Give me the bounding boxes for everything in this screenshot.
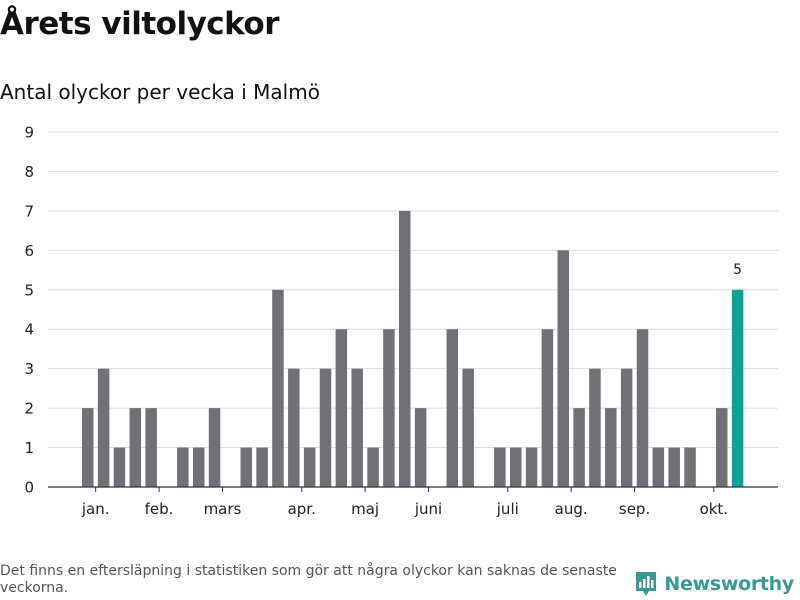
y-tick-label: 0 [24, 479, 34, 497]
bar [272, 289, 284, 487]
bar [573, 408, 585, 487]
x-tick-label: mars [204, 500, 242, 518]
bar [129, 408, 142, 487]
footnote: Det finns en eftersläpning i statistiken… [0, 563, 617, 596]
bar [509, 447, 522, 487]
bar [525, 447, 538, 487]
x-tick-label: okt. [700, 500, 729, 518]
bar [367, 447, 379, 487]
bar [192, 447, 205, 487]
bar [494, 447, 506, 487]
bar [145, 408, 157, 487]
bar [636, 329, 649, 487]
bar [684, 447, 696, 487]
x-tick-label: jan. [81, 500, 110, 518]
gridlines [48, 131, 778, 449]
bar [605, 408, 617, 487]
x-tick-label: feb. [145, 500, 174, 518]
x-tick-label: sep. [619, 500, 650, 518]
bar [256, 447, 268, 487]
bar [319, 368, 332, 487]
bar [620, 368, 633, 487]
x-tick-label: apr. [288, 500, 316, 518]
y-axis-ticks: 0 1 2 3 4 5 6 7 8 9 [24, 124, 34, 497]
bar [557, 250, 569, 487]
bar [113, 447, 126, 487]
y-tick-label: 9 [24, 124, 34, 142]
bar [399, 210, 411, 487]
chart-title: Årets viltolyckor [0, 6, 280, 42]
bar [351, 368, 363, 487]
y-tick-label: 8 [24, 163, 34, 181]
bars [82, 210, 744, 487]
x-tick-label: juni [414, 500, 442, 518]
y-tick-label: 1 [24, 439, 34, 457]
bar [668, 447, 680, 487]
y-tick-label: 3 [24, 360, 34, 378]
bar [303, 447, 316, 487]
bar [652, 447, 665, 487]
bar [177, 447, 189, 487]
bar-highlight [731, 289, 744, 487]
x-tick-label: juli [496, 500, 519, 518]
bar [288, 368, 300, 487]
bar [446, 329, 459, 487]
bar [82, 408, 94, 487]
newsworthy-logo-icon [636, 572, 657, 596]
y-tick-label: 5 [24, 281, 34, 299]
bar [208, 408, 221, 487]
value-labels: 5 [733, 262, 742, 278]
bar [541, 329, 554, 487]
bar-chart: 0 1 2 3 4 5 6 7 8 9 jan. feb. mars apr. maj juni juli au… [24, 124, 778, 518]
bar [414, 408, 427, 487]
bar [462, 368, 474, 487]
bar [97, 368, 110, 487]
bar [240, 447, 252, 487]
y-tick-label: 4 [24, 321, 34, 339]
y-tick-label: 7 [24, 202, 34, 220]
x-axis-ticks: jan. feb. mars apr. maj juni juli aug. sep. okt. [81, 487, 728, 518]
bar [383, 329, 395, 487]
y-tick-label: 6 [24, 242, 34, 260]
x-tick-label: aug. [555, 500, 588, 518]
brand-name: Newsworthy [664, 573, 794, 595]
highlight-value-label: 5 [733, 262, 742, 278]
y-tick-label: 2 [24, 400, 34, 418]
bar [716, 408, 728, 487]
chart-subtitle: Antal olyckor per vecka i Malmö [0, 80, 320, 104]
x-tick-label: maj [351, 500, 379, 518]
brand-logo: Newsworthy [634, 570, 794, 598]
bar [589, 368, 601, 487]
bar [335, 329, 348, 487]
